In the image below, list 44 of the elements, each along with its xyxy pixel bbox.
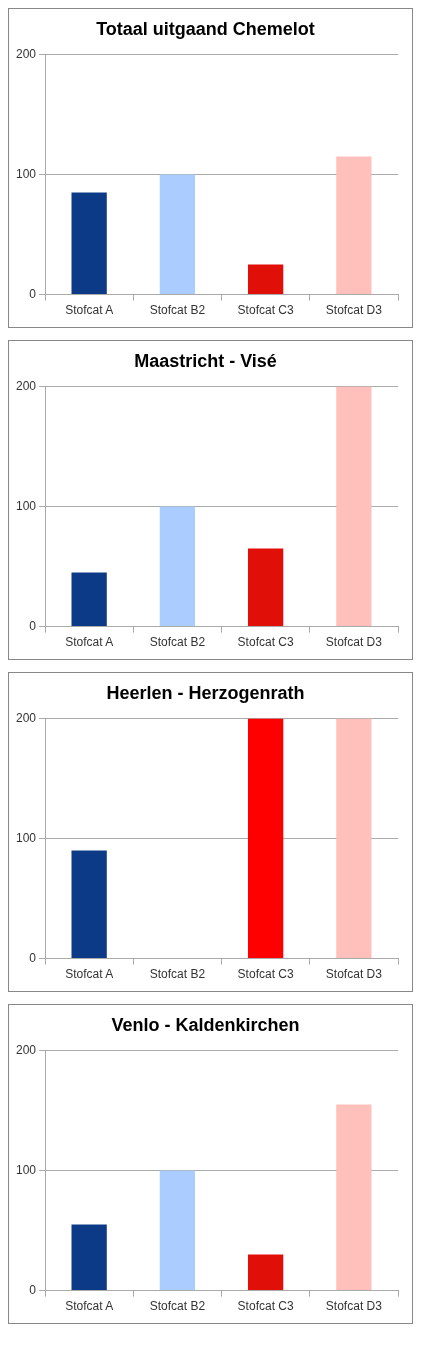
x-tick-label: Stofcat A xyxy=(65,303,114,318)
y-tick-label: 0 xyxy=(29,950,37,965)
x-tick-label: Stofcat A xyxy=(65,1299,114,1314)
x-tick-label: Stofcat C3 xyxy=(237,635,294,650)
x-tick-label: Stofcat D3 xyxy=(325,1299,383,1314)
x-tick-label: Stofcat A xyxy=(65,635,114,650)
x-tick-label: Stofcat D3 xyxy=(325,303,383,318)
bar xyxy=(159,1170,196,1291)
bar xyxy=(336,386,372,627)
y-tick-label: 200 xyxy=(15,378,37,393)
chart-title: Maastricht - Visé xyxy=(134,350,277,371)
y-tick-label: 0 xyxy=(29,1282,37,1297)
y-tick-label: 200 xyxy=(15,46,37,61)
x-tick-label: Stofcat D3 xyxy=(325,967,383,982)
bar xyxy=(247,548,284,627)
bar xyxy=(159,506,196,627)
x-tick-label: Stofcat B2 xyxy=(149,967,206,982)
y-tick-label: 200 xyxy=(15,710,37,725)
bar xyxy=(159,174,196,295)
bar xyxy=(71,1224,107,1291)
x-tick-label: Stofcat C3 xyxy=(237,967,294,982)
bar xyxy=(71,192,107,295)
x-tick-label: Stofcat B2 xyxy=(149,303,206,318)
y-tick-label: 100 xyxy=(15,830,37,845)
x-tick-label: Stofcat A xyxy=(65,967,114,982)
y-tick-label: 0 xyxy=(29,286,37,301)
chart-title: Venlo - Kaldenkirchen xyxy=(111,1014,300,1035)
bar xyxy=(247,264,284,295)
x-tick-label: Stofcat C3 xyxy=(237,1299,294,1314)
y-tick-label: 100 xyxy=(15,498,37,513)
bar xyxy=(71,572,107,627)
bar xyxy=(336,1104,372,1291)
bar xyxy=(336,156,372,295)
x-tick-label: Stofcat B2 xyxy=(149,1299,206,1314)
y-tick-label: 100 xyxy=(15,166,37,181)
x-tick-label: Stofcat D3 xyxy=(325,635,383,650)
chart-title: Totaal uitgaand Chemelot xyxy=(96,18,315,39)
x-tick-label: Stofcat B2 xyxy=(149,635,206,650)
bar xyxy=(247,1254,284,1291)
y-tick-label: 100 xyxy=(15,1162,37,1177)
chart-title: Heerlen - Herzogenrath xyxy=(106,682,305,703)
y-tick-label: 200 xyxy=(15,1042,37,1057)
y-tick-label: 0 xyxy=(29,618,37,633)
x-tick-label: Stofcat C3 xyxy=(237,303,294,318)
